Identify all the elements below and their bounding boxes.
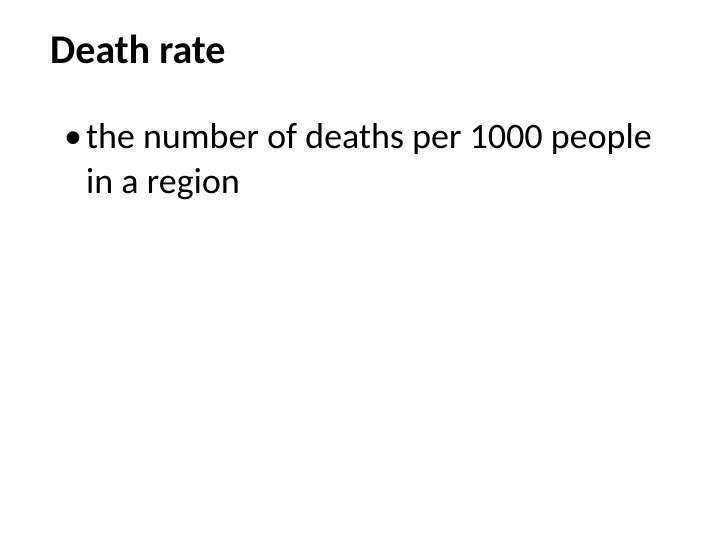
slide-title: Death rate [50,25,670,74]
bullet-text: the number of deaths per 1000 people in … [86,114,670,204]
slide-content: • the number of deaths per 1000 people i… [50,114,670,204]
bullet-item: • the number of deaths per 1000 people i… [64,114,670,204]
slide-container: Death rate • the number of deaths per 10… [0,0,720,540]
bullet-marker: • [64,114,82,159]
